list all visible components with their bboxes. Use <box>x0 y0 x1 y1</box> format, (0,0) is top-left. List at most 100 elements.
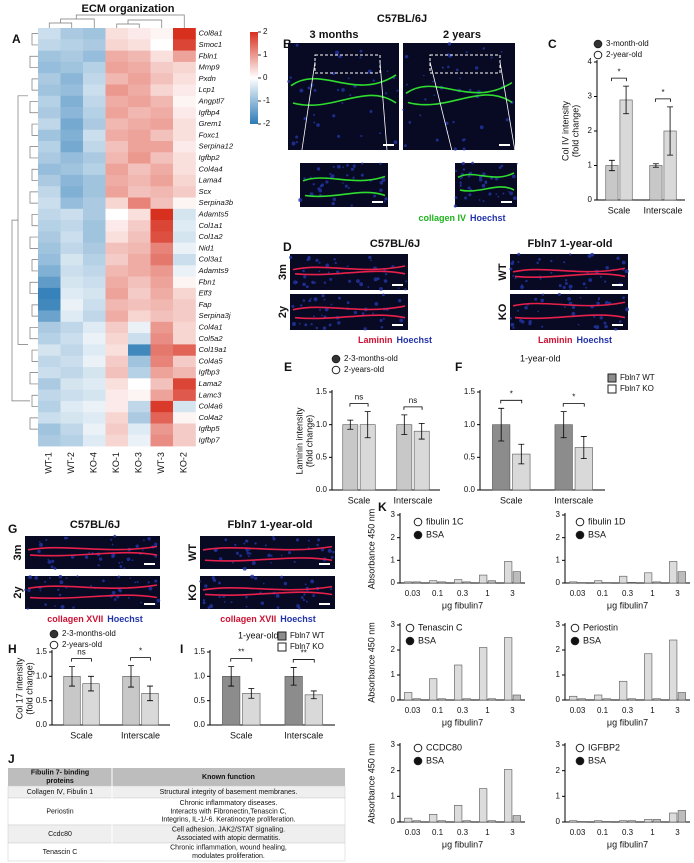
heatmap-cell <box>173 344 196 356</box>
nucleus <box>312 594 315 598</box>
heatmap-cell <box>150 378 174 390</box>
nucleus <box>254 542 257 545</box>
nucleus <box>239 554 243 558</box>
nucleus <box>295 141 298 144</box>
nucleus <box>270 554 273 557</box>
bar <box>429 813 438 823</box>
heatmap-cell <box>105 412 129 424</box>
nucleus <box>302 598 306 602</box>
heatmap-cell <box>105 107 129 119</box>
nucleus <box>322 326 327 330</box>
gene-label: Igfbp2 <box>199 153 221 162</box>
image-row-label: 3m <box>277 264 289 280</box>
bar <box>594 580 603 584</box>
nucleus <box>332 550 335 554</box>
heatmap-cell <box>83 39 106 51</box>
stain-name: collagen XVII <box>47 614 103 624</box>
nucleus <box>579 296 582 299</box>
nucleus <box>142 539 145 542</box>
heatmap-cell <box>150 95 174 108</box>
heatmap-cell <box>83 412 106 424</box>
heatmap-cell <box>150 28 174 40</box>
legend-marker <box>413 517 423 527</box>
nucleus <box>51 559 55 563</box>
nucleus <box>141 549 144 551</box>
bar <box>677 810 686 823</box>
y-tick-label: 2 <box>556 645 561 654</box>
table-cell: Ccdc80 <box>48 831 72 838</box>
heatmap-cell <box>83 50 106 63</box>
y-axis-label: Absorbance 450 nm <box>366 509 376 590</box>
heatmap-cell <box>150 39 174 51</box>
heatmap-cell <box>128 186 151 198</box>
nucleus <box>435 138 439 142</box>
heatmap-cell <box>150 61 174 74</box>
bar <box>512 571 521 584</box>
stain-caption: collagen XVII Hoechst <box>47 614 143 624</box>
nucleus <box>300 596 304 599</box>
nucleus <box>293 280 298 285</box>
nucleus <box>482 47 486 50</box>
nucleus <box>97 564 100 567</box>
nucleus <box>353 310 358 315</box>
heatmap-cell <box>83 344 106 356</box>
heatmap-cell <box>105 73 129 85</box>
bar <box>462 581 471 584</box>
y-tick-label: 1.0 <box>194 671 206 680</box>
nucleus <box>432 80 434 83</box>
error-bar <box>290 667 297 686</box>
nucleus <box>495 193 498 195</box>
legend-label: 2-years-old <box>344 365 384 374</box>
nucleus <box>321 183 325 187</box>
nucleus <box>330 174 335 179</box>
nucleus <box>337 321 341 325</box>
nucleus <box>126 557 131 562</box>
nucleus <box>293 560 296 563</box>
nucleus <box>536 261 539 265</box>
bar <box>619 820 628 823</box>
nucleus <box>34 576 39 580</box>
x-tick-label: Interscale <box>121 730 160 740</box>
nucleus <box>363 327 367 331</box>
heatmap-cell <box>150 129 174 142</box>
legend-label: CCDC80 <box>426 742 462 752</box>
gene-label: Scx <box>199 187 213 196</box>
gene-label: Serpina12 <box>199 142 234 151</box>
bar <box>437 581 446 584</box>
heatmap-cell <box>128 287 151 300</box>
heatmap-cell <box>38 299 61 311</box>
nucleus <box>280 554 283 557</box>
heatmap-cell <box>105 163 129 176</box>
colorbar <box>250 32 258 124</box>
nucleus <box>399 318 404 323</box>
nucleus <box>510 261 514 266</box>
table-cell: Periostin <box>46 808 73 815</box>
heatmap-cell <box>83 254 106 266</box>
heatmap-cell <box>128 129 151 142</box>
legend-marker <box>575 756 585 766</box>
stain-caption: Laminin Hoechst <box>538 335 612 345</box>
bar <box>619 575 628 584</box>
row-dendrogram <box>31 304 38 317</box>
heatmap-cell <box>128 152 151 164</box>
nucleus <box>384 197 388 201</box>
nucleus <box>509 317 512 320</box>
heatmap-cell <box>83 84 106 97</box>
significance-bracket <box>403 406 423 410</box>
bar <box>602 698 611 701</box>
nucleus <box>599 316 603 320</box>
nucleus <box>338 54 342 59</box>
heatmap-cell <box>150 141 174 153</box>
error-bar <box>248 688 255 699</box>
panel-label: A <box>12 32 21 46</box>
nucleus <box>379 162 382 166</box>
legend-label: BSA <box>583 635 601 645</box>
heatmap-cell <box>173 141 196 153</box>
x-axis-label: μg fibulin7 <box>607 717 648 727</box>
nucleus <box>223 601 226 603</box>
heatmap-cell <box>105 174 129 187</box>
gene-label: Igfbp5 <box>199 424 221 433</box>
nucleus <box>502 192 505 195</box>
heatmap-cell <box>128 344 151 356</box>
